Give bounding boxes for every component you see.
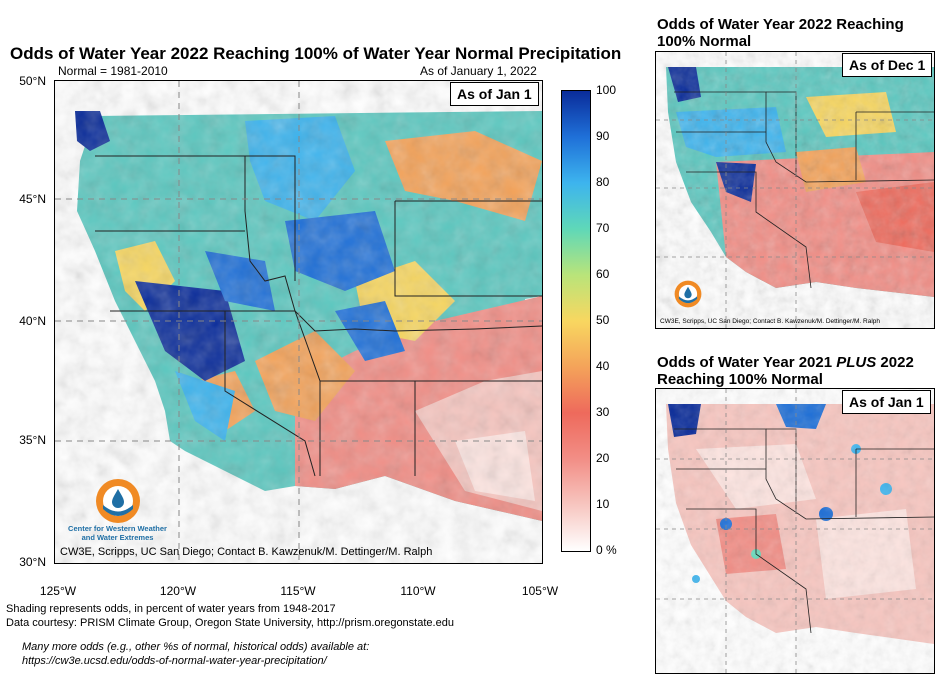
panel-top-logo	[674, 280, 702, 313]
panel-bottom-title-line2: Reaching 100% Normal	[657, 371, 823, 388]
colorbar-tick-10: 10	[596, 497, 610, 511]
panel-top-map: CW3E, Scripps, UC San Diego; Contact B. …	[655, 51, 935, 329]
panel-bottom-title-line1: Odds of Water Year 2021 PLUS 2022	[657, 354, 914, 371]
lon-label-110: 110°W	[400, 584, 436, 598]
main-map-graphic	[55, 81, 542, 563]
panel-bottom-title-emphasis: PLUS	[836, 354, 877, 371]
logo-text-line2: and Water Extremes	[81, 533, 154, 542]
colorbar-tick-80: 80	[596, 175, 610, 189]
main-map-title: Odds of Water Year 2022 Reaching 100% of…	[10, 44, 622, 63]
colorbar-tick-70: 70	[596, 221, 610, 235]
lat-label-40: 40°N	[19, 314, 46, 328]
more-odds-note: Many more odds (e.g., other %s of normal…	[22, 641, 370, 653]
lat-label-30: 30°N	[19, 555, 46, 569]
colorbar-tick-100: 100	[596, 83, 617, 97]
panel-top-logo-icon	[674, 280, 702, 308]
normal-period-note: Normal = 1981-2010	[58, 64, 168, 78]
as-of-date-note: As of January 1, 2022	[420, 64, 537, 78]
panel-bottom-title: Odds of Water Year 2021 PLUS 2022 Reachi…	[657, 354, 914, 388]
panel-top-map-graphic	[656, 52, 934, 328]
footer-shading-note: Shading represents odds, in percent of w…	[6, 603, 336, 615]
lon-label-125: 125°W	[39, 584, 77, 598]
colorbar-tick-60: 60	[596, 267, 610, 281]
panel-bottom-title-part1: Odds of Water Year 2021	[657, 354, 837, 371]
panel-top-credit: CW3E, Scripps, UC San Diego; Contact B. …	[660, 318, 881, 325]
lon-label-115: 115°W	[280, 584, 316, 598]
panel-bottom-map	[655, 388, 935, 674]
main-map-date-badge: As of Jan 1	[450, 82, 539, 106]
lat-label-35: 35°N	[19, 433, 46, 447]
main-odds-map	[54, 80, 543, 564]
lon-label-120: 120°W	[159, 584, 197, 598]
logo-text-line1: Center for Western Weather	[68, 524, 167, 533]
cw3e-logo-icon	[95, 479, 140, 523]
cw3e-logo: Center for Western Weather and Water Ext…	[60, 478, 175, 542]
panel-top-title: Odds of Water Year 2022 Reaching 100% No…	[657, 16, 904, 50]
panel-bottom-title-part2: 2022	[876, 354, 914, 371]
colorbar-gradient	[562, 91, 590, 551]
panel-top-date-badge: As of Dec 1	[842, 53, 933, 77]
footer-data-courtesy: Data courtesy: PRISM Climate Group, Oreg…	[6, 617, 454, 629]
lat-label-45: 45°N	[19, 192, 46, 206]
colorbar	[561, 90, 591, 552]
lon-label-105: 105°W	[521, 584, 559, 598]
colorbar-tick-0: 0 %	[596, 543, 617, 557]
panel-top-title-line1: Odds of Water Year 2022 Reaching	[657, 16, 904, 33]
colorbar-tick-40: 40	[596, 359, 610, 373]
panel-bottom-map-graphic	[656, 389, 934, 673]
colorbar-tick-50: 50	[596, 313, 610, 327]
colorbar-tick-90: 90	[596, 129, 610, 143]
main-map-credit: CW3E, Scripps, UC San Diego; Contact B. …	[60, 546, 433, 558]
more-odds-url[interactable]: https://cw3e.ucsd.edu/odds-of-normal-wat…	[22, 655, 327, 667]
colorbar-tick-20: 20	[596, 451, 610, 465]
lat-label-50: 50°N	[19, 74, 46, 88]
panel-top-title-line2: 100% Normal	[657, 33, 752, 50]
colorbar-tick-30: 30	[596, 405, 610, 419]
panel-bottom-date-badge: As of Jan 1	[842, 390, 931, 414]
